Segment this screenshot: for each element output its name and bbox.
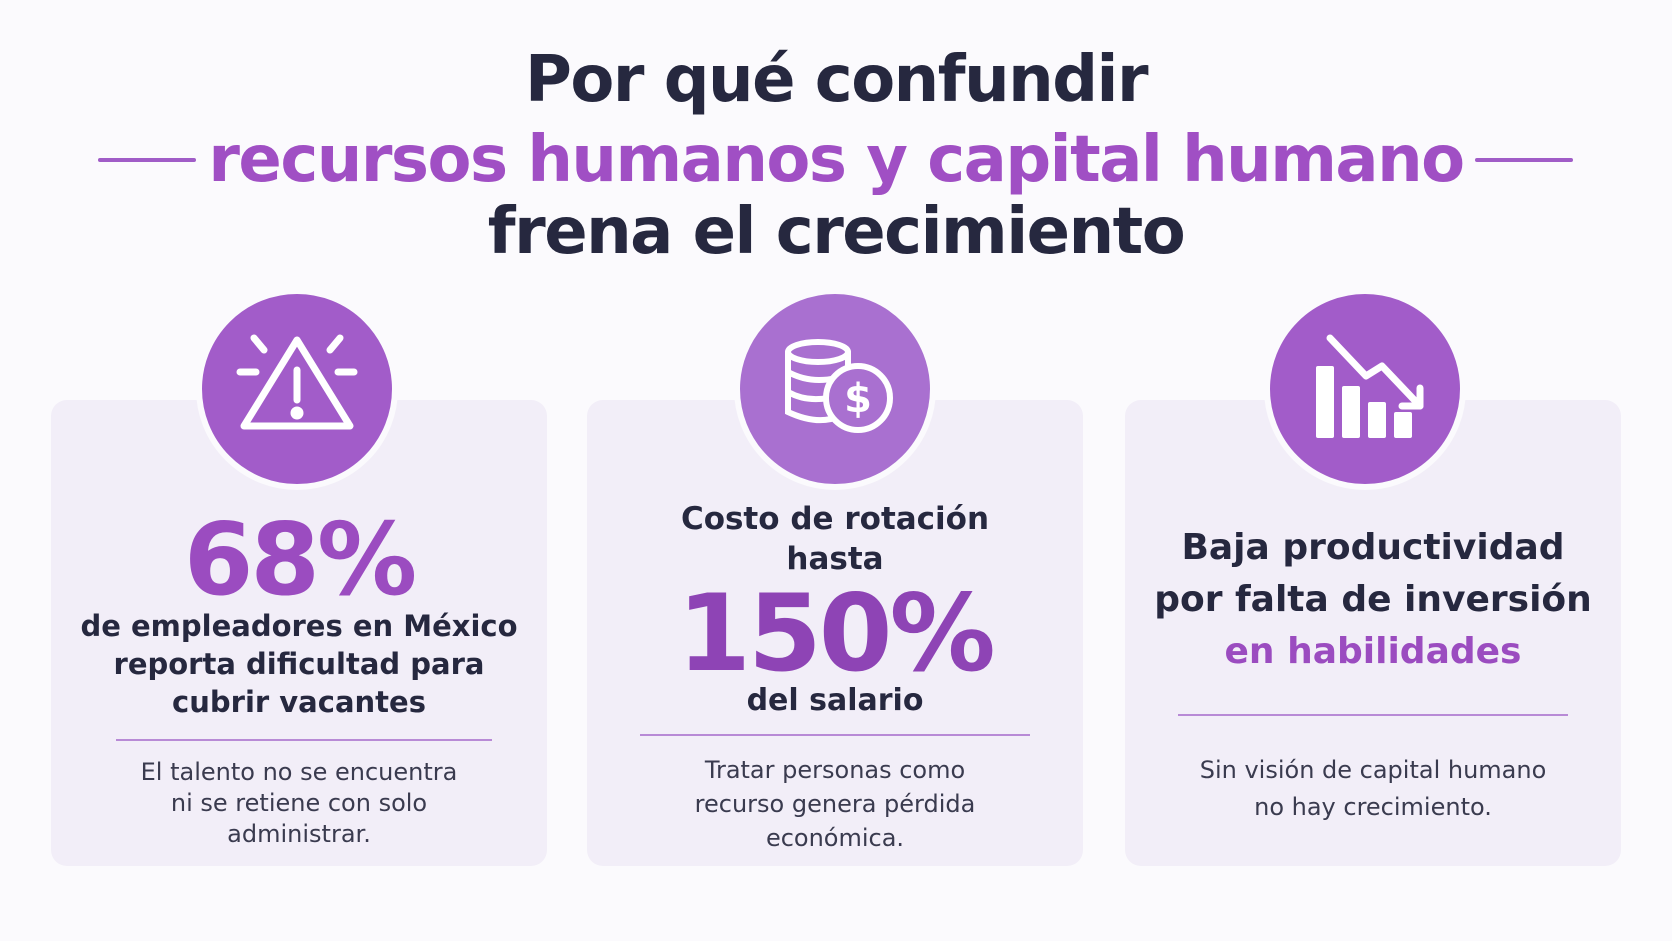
divider: [116, 739, 492, 741]
text-line: cubrir vacantes: [172, 685, 426, 719]
note-line: administrar.: [227, 820, 371, 848]
decline-icon: [1316, 334, 1424, 438]
text-line: de empleadores en México: [80, 609, 518, 643]
text-line: hasta: [786, 541, 884, 577]
note-line: ni se retiene con solo: [170, 789, 428, 817]
divider: [1178, 714, 1568, 716]
stat: 68%: [183, 501, 417, 618]
divider: [640, 734, 1030, 736]
card: 68% de empleadores en México reporta dif…: [51, 400, 547, 866]
text-line: por falta de inversión: [1154, 579, 1592, 620]
title-line: recursos humanos y capital humano: [208, 123, 1465, 197]
note-line: Tratar personas como: [704, 756, 966, 784]
title-line: frena el crecimiento: [487, 195, 1186, 269]
icon-circle: [1264, 288, 1466, 490]
card-note: Sin visión de capital humano no hay crec…: [1125, 752, 1621, 826]
stat: 150%: [677, 572, 995, 695]
text-line: del salario: [746, 683, 924, 718]
highlight: en habilidades: [1224, 631, 1522, 672]
text-line: Costo de rotación: [680, 501, 990, 537]
text-line: reporta dificultad para: [113, 647, 485, 681]
note-line: no hay crecimiento.: [1254, 793, 1492, 821]
warning-icon: [236, 334, 358, 430]
icon-circle: [196, 288, 398, 490]
card-text: de empleadores en México reporta dificul…: [51, 607, 547, 721]
note-line: Sin visión de capital humano: [1199, 756, 1547, 784]
card-lead: Costo de rotación hasta: [587, 499, 1083, 579]
card-text: Baja productividad por falta de inversió…: [1125, 522, 1621, 678]
decor-line: [98, 158, 196, 162]
note-line: económica.: [765, 824, 905, 852]
card-text: del salario: [587, 682, 1083, 720]
coins-icon: $: [785, 339, 893, 433]
text-line: Baja productividad: [1181, 527, 1565, 568]
card-note: El talento no se encuentra ni se retiene…: [51, 757, 547, 850]
card-note: Tratar personas como recurso genera pérd…: [587, 753, 1083, 855]
title-line: Por qué confundir: [524, 43, 1149, 117]
note-line: El talento no se encuentra: [140, 758, 458, 786]
icon-circle: $: [734, 288, 936, 490]
note-line: recurso genera pérdida: [694, 790, 976, 818]
decor-line: [1475, 158, 1573, 162]
svg-text:$: $: [844, 376, 872, 422]
